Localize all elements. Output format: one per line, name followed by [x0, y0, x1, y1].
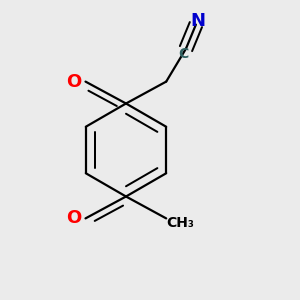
Text: CH₃: CH₃ — [166, 216, 194, 230]
Text: O: O — [66, 209, 81, 227]
Text: N: N — [190, 12, 206, 30]
Text: C: C — [178, 47, 189, 61]
Text: O: O — [66, 73, 81, 91]
